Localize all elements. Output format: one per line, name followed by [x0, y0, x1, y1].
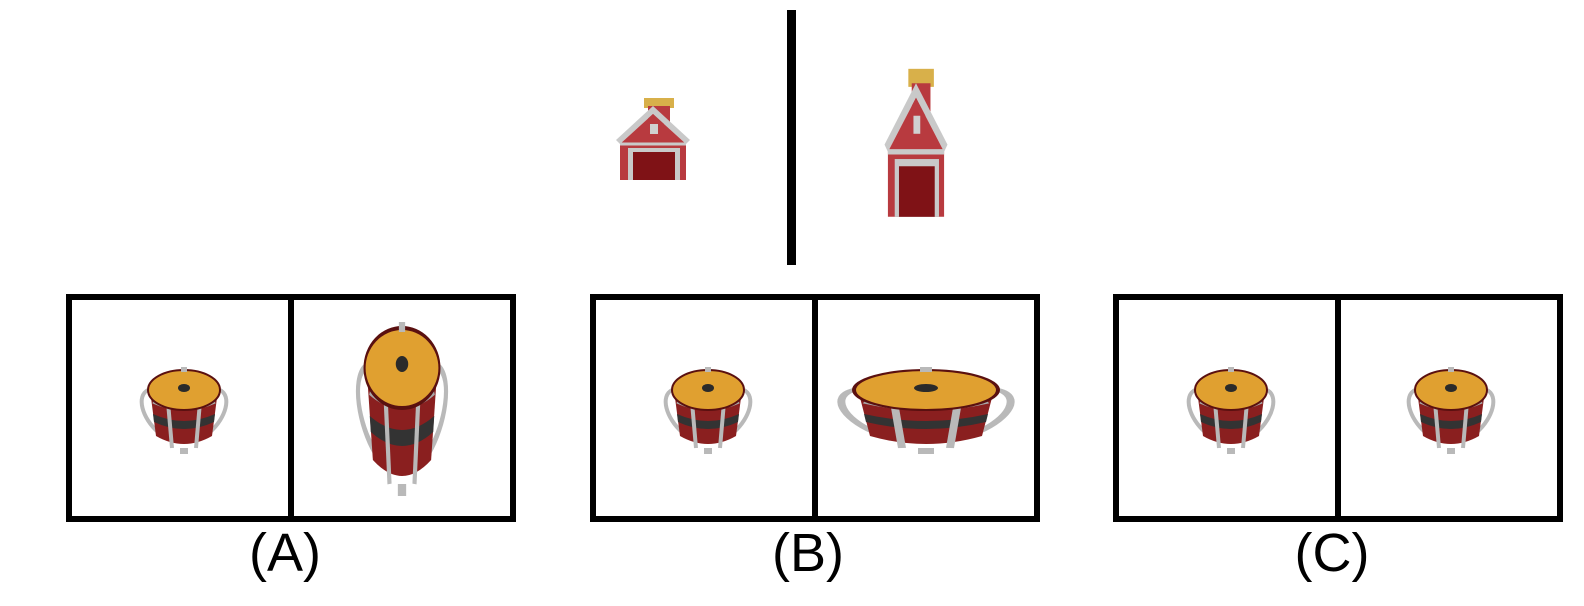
option-a-left-cell [72, 300, 288, 516]
option-c-label: (C) [1294, 523, 1370, 583]
option-c-right-cell [1341, 300, 1557, 516]
option-b-divider [812, 300, 818, 516]
option-a-label: (A) [249, 523, 321, 583]
prompt-left-barn [606, 92, 700, 184]
barn-icon [884, 68, 948, 217]
option-a-divider [288, 300, 294, 516]
option-a-left-drum [134, 366, 234, 456]
drum-icon [663, 367, 753, 454]
option-b-label: (B) [772, 523, 844, 583]
option-a-box[interactable] [66, 294, 516, 522]
option-c-right-drum [1401, 366, 1501, 456]
option-c-left-cell [1119, 300, 1335, 516]
option-b-box[interactable] [590, 294, 1040, 522]
drum-icon [1406, 367, 1496, 454]
drum-icon [1186, 367, 1276, 454]
option-b-right-cell [818, 300, 1034, 516]
drum-icon [837, 367, 1015, 454]
option-a-right-drum [350, 320, 454, 500]
option-b-right-drum [826, 366, 1026, 456]
option-b-left-drum [658, 366, 758, 456]
option-c-left-drum [1181, 366, 1281, 456]
prompt-right-barn [876, 58, 956, 224]
barn-icon [616, 98, 690, 180]
option-c-divider [1335, 300, 1341, 516]
prompt-divider [787, 10, 796, 265]
option-c-box[interactable] [1113, 294, 1563, 522]
option-a-right-cell [294, 300, 510, 516]
option-b-left-cell [596, 300, 812, 516]
drum-icon [139, 367, 229, 454]
drum-icon [355, 322, 449, 496]
